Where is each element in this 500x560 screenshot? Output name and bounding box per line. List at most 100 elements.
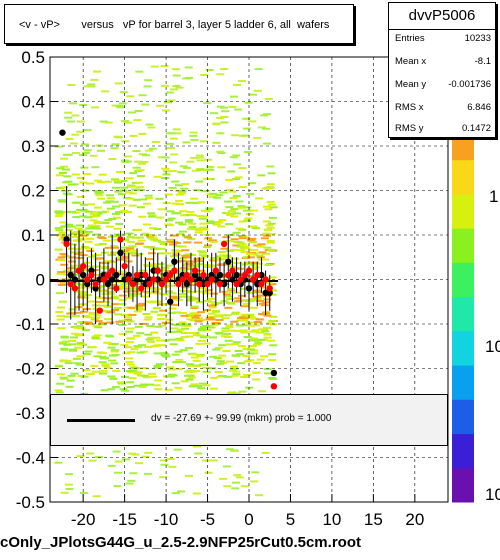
density-mark	[76, 355, 85, 358]
density-mark	[253, 89, 262, 92]
density-mark	[128, 276, 137, 279]
density-mark	[263, 246, 272, 249]
density-mark	[91, 336, 100, 339]
density-mark	[162, 109, 171, 112]
density-mark	[223, 336, 232, 339]
density-mark	[247, 253, 256, 256]
density-mark	[125, 232, 134, 235]
density-mark	[150, 331, 159, 334]
density-mark	[86, 249, 95, 252]
density-mark	[126, 236, 135, 239]
data-point	[245, 267, 253, 274]
density-mark	[118, 102, 127, 105]
density-mark	[203, 210, 212, 213]
density-mark	[257, 126, 266, 129]
data-point	[162, 276, 170, 283]
density-mark	[193, 365, 202, 368]
density-mark	[147, 212, 156, 215]
density-mark	[107, 346, 116, 349]
density-mark	[179, 230, 188, 233]
density-mark	[145, 383, 154, 386]
density-mark	[181, 327, 190, 330]
density-mark	[60, 189, 69, 192]
density-mark	[219, 477, 228, 480]
density-mark	[250, 339, 259, 342]
density-mark	[189, 353, 198, 356]
density-mark	[251, 227, 260, 230]
density-mark	[90, 318, 99, 321]
density-mark	[132, 198, 141, 201]
data-point	[96, 307, 103, 314]
data-point	[266, 285, 273, 292]
density-mark	[209, 459, 218, 462]
density-mark	[238, 186, 247, 189]
density-mark	[154, 379, 163, 382]
density-mark	[232, 341, 241, 344]
density-mark	[238, 243, 247, 246]
density-mark	[93, 334, 102, 337]
density-mark	[202, 370, 211, 373]
density-mark	[111, 178, 120, 181]
density-mark	[231, 266, 240, 269]
density-mark	[129, 287, 138, 290]
density-mark	[66, 379, 75, 382]
density-mark	[200, 228, 209, 231]
density-mark	[224, 339, 233, 342]
density-mark	[107, 375, 116, 378]
density-mark	[176, 233, 185, 236]
density-mark	[255, 262, 264, 265]
density-mark	[58, 238, 67, 241]
density-mark	[186, 318, 195, 321]
density-mark	[115, 222, 124, 225]
density-mark	[253, 244, 262, 247]
x-tick-label: 15	[364, 510, 383, 529]
density-mark	[55, 292, 64, 295]
density-mark	[250, 349, 259, 352]
density-mark	[98, 323, 107, 326]
density-mark	[107, 254, 116, 257]
density-mark	[165, 224, 174, 227]
x-tick-label: -15	[112, 510, 137, 529]
density-mark	[172, 492, 181, 495]
density-mark	[117, 233, 126, 236]
density-mark	[197, 339, 206, 342]
density-mark	[239, 329, 248, 332]
density-mark	[170, 234, 179, 237]
density-mark	[142, 313, 151, 316]
density-mark	[255, 494, 264, 497]
density-mark	[57, 373, 66, 376]
density-mark	[171, 180, 180, 183]
density-mark	[83, 149, 92, 152]
density-mark	[117, 248, 126, 251]
density-mark	[255, 318, 264, 321]
density-mark	[180, 380, 189, 383]
density-mark	[63, 343, 72, 346]
density-mark	[119, 249, 128, 252]
density-mark	[218, 219, 227, 222]
density-mark	[157, 247, 166, 250]
density-mark	[161, 321, 170, 324]
density-mark	[229, 196, 238, 199]
density-mark	[114, 181, 123, 184]
density-mark	[119, 388, 128, 391]
color-scale-label: 10	[485, 485, 500, 504]
density-mark	[162, 202, 171, 205]
density-mark	[246, 313, 255, 316]
density-mark	[76, 334, 85, 337]
stats-label: RMS y	[395, 123, 424, 134]
density-mark	[193, 189, 202, 192]
density-mark	[101, 364, 110, 367]
density-mark	[145, 149, 154, 152]
density-mark	[234, 108, 243, 111]
density-mark	[84, 265, 93, 268]
density-mark	[101, 90, 110, 93]
density-mark	[113, 179, 122, 182]
density-mark	[92, 265, 101, 268]
density-mark	[114, 211, 123, 214]
density-mark	[237, 345, 246, 348]
density-mark	[109, 377, 118, 380]
density-mark	[65, 137, 74, 140]
density-mark	[63, 315, 72, 318]
data-point	[233, 271, 240, 279]
density-mark	[235, 476, 244, 479]
